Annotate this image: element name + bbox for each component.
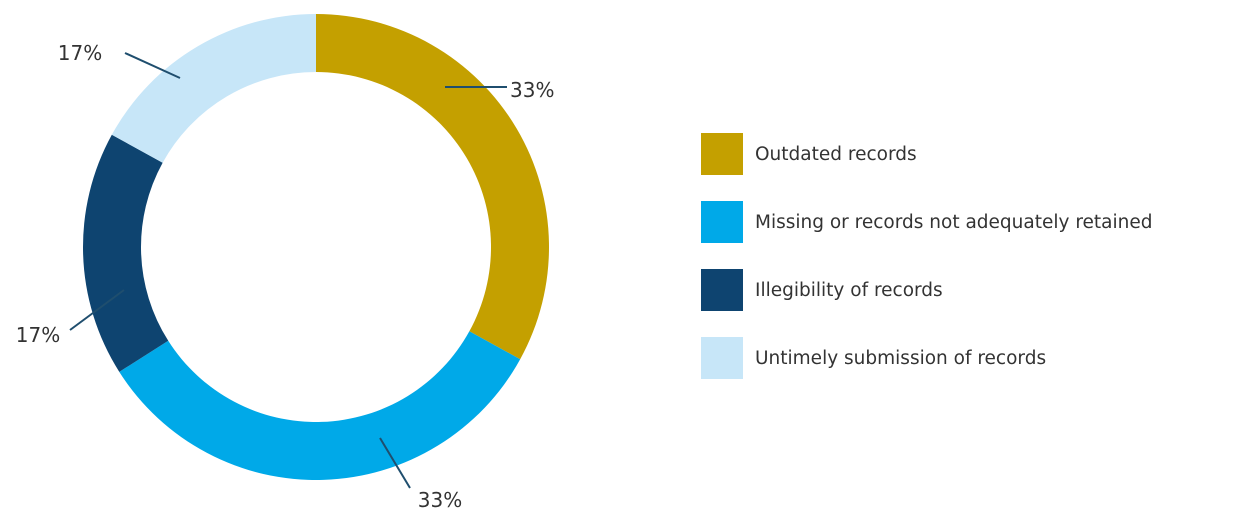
legend-swatch-untimely [701,337,743,379]
data-label-missing: 33% [418,488,462,512]
data-label-untimely: 17% [58,41,102,65]
leader-line-untimely [124,52,181,79]
legend-swatch-missing [701,201,743,243]
slice-untimely [111,14,316,163]
donut-chart: 33% 33% 17% 17% [16,14,554,512]
legend-label-illegibility: Illegibility of records [755,279,943,301]
leader-line-illegibility [69,289,125,331]
slice-missing [119,331,521,481]
legend-label-outdated: Outdated records [755,143,917,165]
legend-item-missing: Missing or records not adequately retain… [701,201,1153,243]
legend-item-illegibility: Illegibility of records [701,269,1153,311]
legend-label-untimely: Untimely submission of records [755,347,1047,369]
legend: Outdated records Missing or records not … [701,133,1153,405]
legend-item-untimely: Untimely submission of records [701,337,1153,379]
legend-swatch-illegibility [701,269,743,311]
legend-item-outdated: Outdated records [701,133,1153,175]
legend-swatch-outdated [701,133,743,175]
data-label-outdated: 33% [510,78,554,102]
slice-outdated [316,14,549,360]
legend-label-missing: Missing or records not adequately retain… [755,211,1153,233]
leader-line-missing [379,437,411,489]
data-label-illegibility: 17% [16,323,60,347]
slice-illegibility [82,134,169,372]
